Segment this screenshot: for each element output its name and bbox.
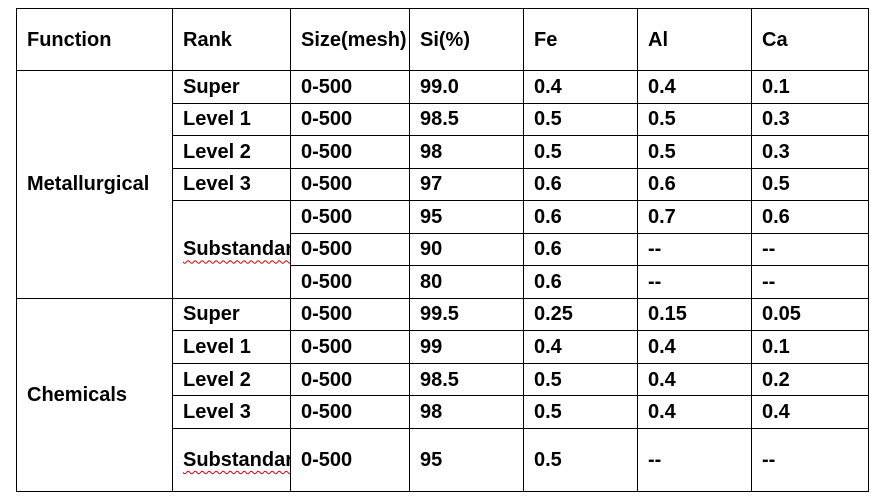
si-cell: 80 bbox=[409, 265, 524, 299]
table-row: 0-500 80 0.6 -- -- bbox=[17, 265, 869, 299]
table-row: Substandard 0-500 95 0.6 0.7 0.6 bbox=[17, 200, 869, 299]
header-function: Function bbox=[16, 8, 173, 71]
si-cell: 90 bbox=[409, 232, 524, 267]
table-row: Level 1 0-500 98.5 0.5 0.5 0.3 bbox=[17, 102, 869, 137]
ca-cell: -- bbox=[751, 232, 869, 267]
ca-cell: 0.2 bbox=[751, 362, 869, 397]
ca-cell: 0.05 bbox=[751, 297, 869, 332]
si-cell: 97 bbox=[409, 167, 524, 202]
al-cell: 0.7 bbox=[637, 200, 752, 234]
rank-cell: Super bbox=[172, 297, 291, 332]
rank-cell: Level 1 bbox=[172, 102, 291, 137]
al-cell: 0.15 bbox=[637, 297, 752, 332]
al-cell: 0.4 bbox=[637, 362, 752, 397]
fe-cell: 0.5 bbox=[523, 395, 638, 429]
rank-label: Substandard bbox=[183, 238, 290, 261]
rank-cell: Level 2 bbox=[172, 135, 291, 169]
table-row: Chemicals Super 0-500 99.5 0.25 0.15 0.0… bbox=[16, 297, 869, 493]
silicon-grade-table: Function Rank Size(mesh) Si(%) Fe Al Ca … bbox=[16, 8, 869, 493]
al-cell: 0.4 bbox=[637, 395, 752, 429]
fe-cell: 0.5 bbox=[523, 102, 638, 137]
al-cell: 0.4 bbox=[637, 70, 752, 104]
al-cell: -- bbox=[637, 427, 752, 493]
table-row: Level 2 0-500 98.5 0.5 0.4 0.2 bbox=[17, 362, 869, 397]
rank-cell-substandard: Substandard bbox=[172, 200, 291, 299]
al-cell: -- bbox=[637, 265, 752, 299]
si-cell: 98.5 bbox=[409, 362, 524, 397]
fe-cell: 0.25 bbox=[523, 297, 638, 332]
ca-cell: 0.3 bbox=[751, 135, 869, 169]
ca-cell: 0.1 bbox=[751, 70, 869, 104]
fe-cell: 0.6 bbox=[523, 232, 638, 267]
header-fe: Fe bbox=[523, 8, 638, 71]
al-cell: 0.5 bbox=[637, 102, 752, 137]
table-row: Level 3 0-500 97 0.6 0.6 0.5 bbox=[17, 167, 869, 202]
rank-cell: Level 1 bbox=[172, 330, 291, 364]
header-row: Function Rank Size(mesh) Si(%) Fe Al Ca bbox=[16, 8, 869, 71]
si-cell: 98.5 bbox=[409, 102, 524, 137]
size-cell: 0-500 bbox=[290, 395, 410, 429]
header-size: Size(mesh) bbox=[290, 8, 410, 71]
si-cell: 99 bbox=[409, 330, 524, 364]
al-cell: -- bbox=[637, 232, 752, 267]
size-cell: 0-500 bbox=[290, 70, 410, 104]
ca-cell: -- bbox=[751, 427, 869, 493]
fe-cell: 0.5 bbox=[523, 362, 638, 397]
ca-cell: -- bbox=[751, 265, 869, 299]
size-cell: 0-500 bbox=[290, 200, 410, 234]
table-row: Substandard 0-500 95 0.5 -- -- bbox=[17, 427, 869, 493]
si-cell: 98 bbox=[409, 395, 524, 429]
header-ca: Ca bbox=[751, 8, 869, 71]
size-cell: 0-500 bbox=[290, 135, 410, 169]
size-cell: 0-500 bbox=[290, 427, 410, 493]
fe-cell: 0.5 bbox=[523, 427, 638, 493]
fe-cell: 0.6 bbox=[523, 167, 638, 202]
fe-cell: 0.5 bbox=[523, 135, 638, 169]
size-cell: 0-500 bbox=[290, 362, 410, 397]
ca-cell: 0.5 bbox=[751, 167, 869, 202]
header-rank: Rank bbox=[172, 8, 291, 71]
ca-cell: 0.4 bbox=[751, 395, 869, 429]
fe-cell: 0.6 bbox=[523, 200, 638, 234]
si-cell: 98 bbox=[409, 135, 524, 169]
table-row: Level 3 0-500 98 0.5 0.4 0.4 bbox=[17, 395, 869, 429]
rank-cell: Level 2 bbox=[172, 362, 291, 397]
al-cell: 0.4 bbox=[637, 330, 752, 364]
size-cell: 0-500 bbox=[290, 297, 410, 332]
ca-cell: 0.1 bbox=[751, 330, 869, 364]
rank-cell-substandard: Substandard bbox=[172, 427, 291, 493]
header-si: Si(%) bbox=[409, 8, 524, 71]
fe-cell: 0.4 bbox=[523, 70, 638, 104]
si-cell: 95 bbox=[409, 427, 524, 493]
al-cell: 0.6 bbox=[637, 167, 752, 202]
size-cell: 0-500 bbox=[290, 330, 410, 364]
fe-cell: 0.6 bbox=[523, 265, 638, 299]
size-cell: 0-500 bbox=[290, 167, 410, 202]
size-cell: 0-500 bbox=[290, 265, 410, 299]
table-row: Level 2 0-500 98 0.5 0.5 0.3 bbox=[17, 135, 869, 169]
al-cell: 0.5 bbox=[637, 135, 752, 169]
size-cell: 0-500 bbox=[290, 232, 410, 267]
si-cell: 99.5 bbox=[409, 297, 524, 332]
si-cell: 99.0 bbox=[409, 70, 524, 104]
rank-cell: Level 3 bbox=[172, 395, 291, 429]
rank-label: Substandard bbox=[183, 448, 290, 471]
header-al: Al bbox=[637, 8, 752, 71]
rank-cell: Super bbox=[172, 70, 291, 104]
fe-cell: 0.4 bbox=[523, 330, 638, 364]
table-row: Metallurgical Super 0-500 99.0 0.4 0.4 0… bbox=[16, 70, 869, 299]
size-cell: 0-500 bbox=[290, 102, 410, 137]
function-cell-metallurgical: Metallurgical bbox=[16, 70, 173, 299]
ca-cell: 0.3 bbox=[751, 102, 869, 137]
si-cell: 95 bbox=[409, 200, 524, 234]
function-cell-chemicals: Chemicals bbox=[16, 297, 173, 493]
rank-cell: Level 3 bbox=[172, 167, 291, 202]
ca-cell: 0.6 bbox=[751, 200, 869, 234]
table-row: 0-500 90 0.6 -- -- bbox=[17, 232, 869, 267]
